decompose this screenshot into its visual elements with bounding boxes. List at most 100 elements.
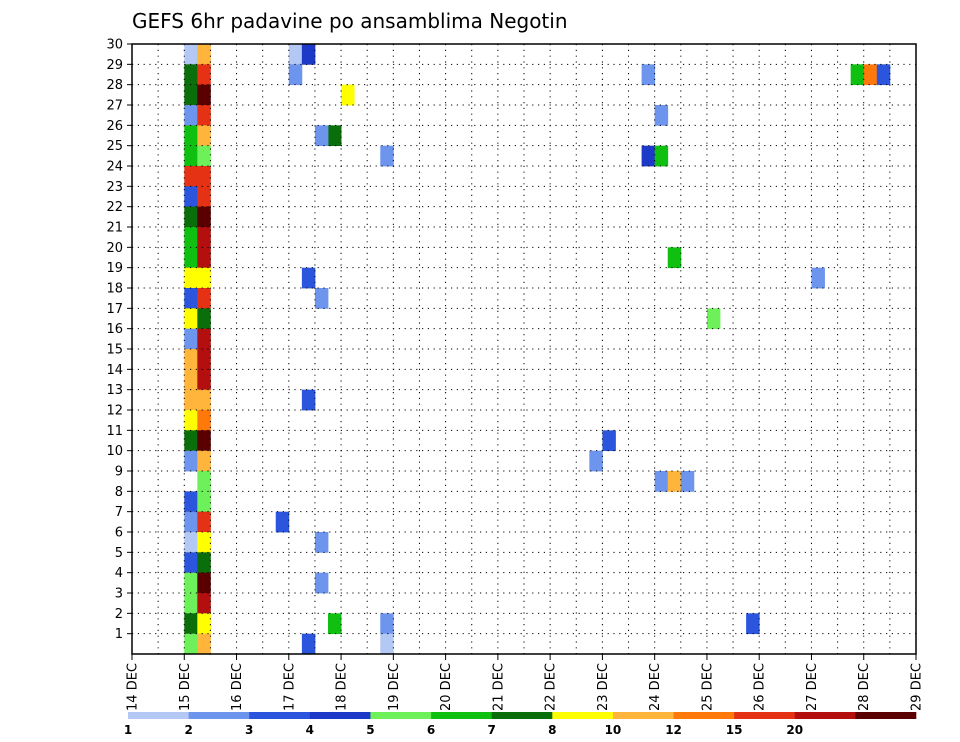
heatmap-cell	[288, 44, 303, 65]
heatmap-cell	[184, 532, 198, 553]
heatmap-cell	[328, 613, 342, 635]
heatmap-cell	[654, 471, 669, 492]
legend-swatch	[128, 712, 189, 719]
heatmap-cell	[380, 613, 394, 635]
legend-label: 7	[488, 723, 496, 737]
heatmap-cell	[197, 613, 211, 635]
y-tick-label: 16	[106, 322, 123, 337]
heatmap-cell	[197, 552, 211, 574]
legend-label: 10	[605, 723, 622, 737]
heatmap-cell	[184, 613, 198, 635]
y-tick-label: 30	[106, 38, 123, 53]
heatmap-cell	[197, 288, 211, 309]
heatmap-cell	[380, 145, 394, 167]
y-tick-label: 18	[106, 282, 123, 297]
heatmap-cell	[667, 247, 682, 269]
grid-lines	[132, 44, 916, 654]
heatmap-cell	[301, 633, 316, 655]
x-tick-label: 17 DEC	[282, 663, 297, 711]
heatmap-cell	[197, 633, 211, 655]
x-tick-label: 21 DEC	[491, 663, 506, 711]
heatmap-cell	[876, 64, 891, 86]
y-tick-label: 10	[106, 444, 123, 459]
heatmap-cell	[850, 64, 865, 86]
legend-label: 4	[306, 723, 314, 737]
heatmap-cell	[197, 84, 211, 106]
y-tick-label: 3	[115, 587, 123, 602]
color-legend: 1 2 3 4 5 6 7 8 10 12 15 20	[124, 712, 917, 737]
heatmap-cell	[184, 166, 198, 187]
y-tick-label: 9	[115, 465, 123, 480]
heatmap-cell	[197, 430, 211, 452]
heatmap-cell	[184, 593, 198, 614]
heatmap-cell	[654, 105, 669, 126]
legend-swatch	[734, 712, 796, 719]
heatmap-cell	[275, 511, 290, 533]
heatmap-cell	[197, 267, 211, 289]
heatmap-cell	[301, 389, 316, 411]
heatmap-cell	[680, 471, 695, 492]
heatmap-cell	[197, 206, 211, 228]
legend-label: 3	[245, 723, 253, 737]
heatmap-cell	[197, 450, 211, 472]
heatmap-cell	[197, 247, 211, 269]
heatmap-cell	[602, 430, 616, 452]
heatmap-cell	[184, 186, 198, 208]
y-tick-label: 25	[106, 139, 123, 154]
heatmap-cell	[184, 410, 198, 431]
heatmap-cell	[197, 328, 211, 350]
legend-label: 1	[124, 723, 132, 737]
heatmap-cell	[197, 186, 211, 208]
heatmap-cell	[301, 44, 316, 65]
y-tick-label: 24	[106, 160, 123, 175]
legend-swatch	[552, 712, 614, 719]
legend-swatch	[370, 712, 432, 719]
heatmap-cell	[184, 105, 198, 126]
legend-swatch	[855, 712, 917, 719]
heatmap-cell	[184, 491, 198, 513]
heatmap-cell	[197, 593, 211, 614]
legend-swatch	[188, 712, 250, 719]
x-tick-label: 29 DEC	[910, 663, 925, 711]
y-tick-label: 1	[115, 627, 123, 642]
y-tick-label: 22	[106, 200, 123, 215]
y-tick-label: 15	[106, 343, 123, 358]
heatmap-cell	[197, 532, 211, 553]
heatmap-cell	[184, 349, 198, 370]
y-tick-label: 14	[106, 363, 123, 378]
heatmap-cell	[197, 410, 211, 431]
legend-swatch	[673, 712, 735, 719]
heatmap-cell	[197, 369, 211, 391]
y-tick-label: 17	[106, 302, 123, 317]
heatmap-cell	[184, 511, 198, 533]
heatmap-cell	[197, 105, 211, 126]
legend-swatch	[612, 712, 674, 719]
legend-label: 20	[786, 723, 803, 737]
heatmap-cell	[328, 125, 342, 147]
y-tick-label: 21	[106, 221, 123, 236]
y-tick-label: 5	[115, 546, 123, 561]
y-tick-label: 7	[115, 505, 123, 520]
heatmap-cell	[184, 450, 198, 472]
y-axis-ticks: 1234567891011121314151617181920212223242…	[106, 38, 132, 642]
y-tick-label: 12	[106, 404, 123, 419]
heatmap-cell	[184, 145, 198, 167]
heatmap-cell	[197, 471, 211, 492]
heatmap-cell	[184, 288, 198, 309]
y-tick-label: 13	[106, 383, 123, 398]
heatmap-cell	[641, 64, 656, 86]
heatmap-cell	[184, 84, 198, 106]
legend-label: 2	[184, 723, 192, 737]
y-tick-label: 29	[106, 58, 123, 73]
x-tick-label: 23 DEC	[596, 663, 611, 711]
heatmap-cell	[811, 267, 825, 289]
heatmap-cell	[184, 125, 198, 147]
heatmap-cell	[184, 633, 198, 655]
x-tick-label: 27 DEC	[805, 663, 820, 711]
legend-swatch	[794, 712, 856, 719]
legend-label: 6	[427, 723, 435, 737]
legend-swatch	[309, 712, 371, 719]
heatmap-cell	[197, 227, 211, 248]
y-tick-label: 6	[115, 526, 123, 541]
